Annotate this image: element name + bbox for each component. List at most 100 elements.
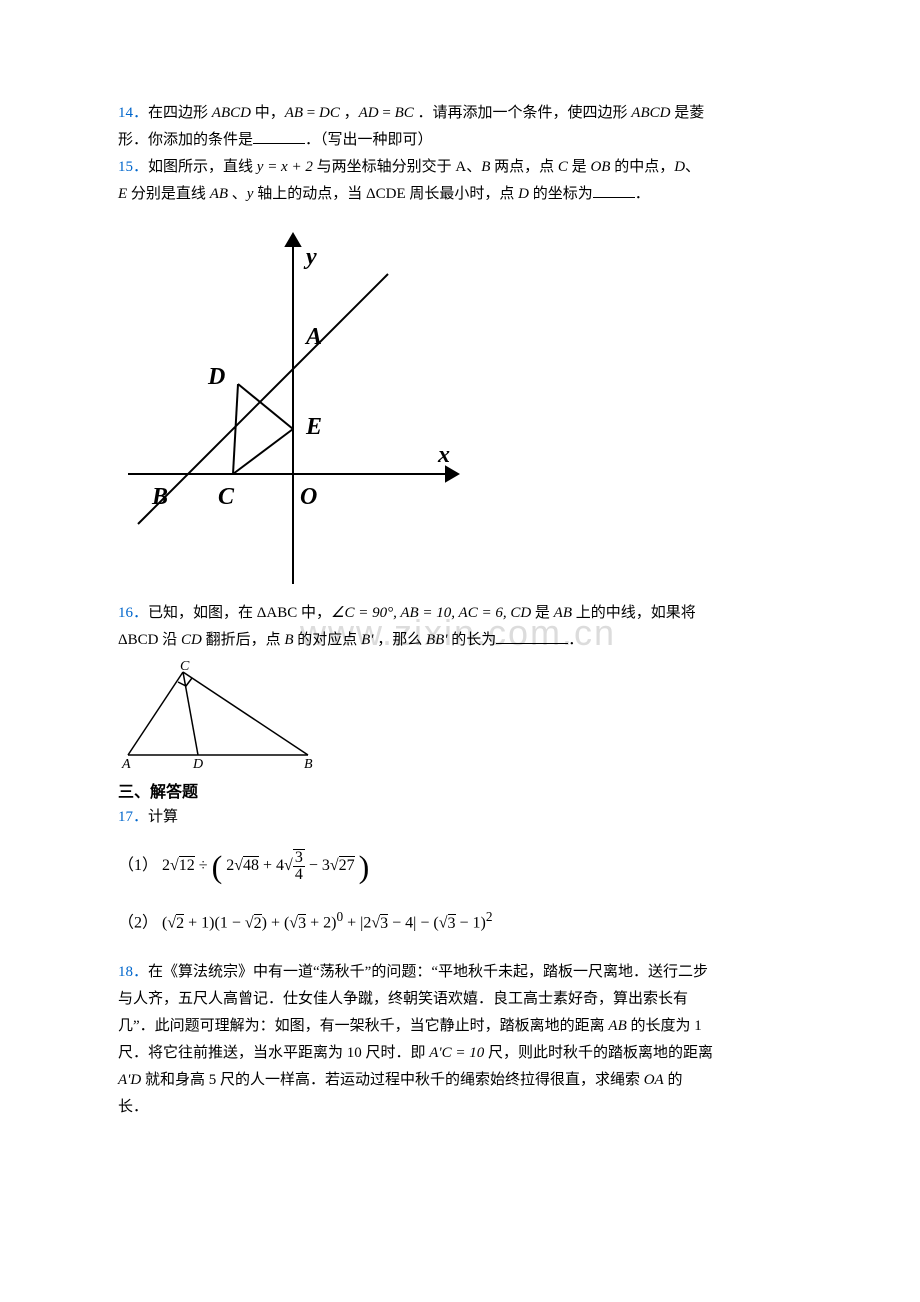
q15-period: ． [635,186,650,202]
fig16-C: C [180,660,190,674]
q15-dunB: 、 [466,159,481,175]
q16-AB: AB [554,605,572,621]
q16-l2b: 沿 [159,632,182,648]
fig15-A: A [304,324,322,350]
q17-title: 计算 [148,809,178,825]
q14-l2b: ．（写出一种即可） [305,132,433,148]
q16-blank [496,630,568,645]
q17-p1-r48: 48 [243,856,259,874]
q17-part2: （2） (√2 + 1)(1 − √2) + (√3 + 2)0 + |2√3 … [118,901,802,943]
q16-CD: CD [181,632,202,648]
q17-p2-t3: 2 [254,914,262,932]
q15-D: D [674,159,685,175]
q16-Bp: B' [361,632,373,648]
q14-t4: ．请再添加一个条件，使四边形 [414,105,632,121]
q17-p2-l1: 3 [448,914,456,932]
q14-number: 14． [118,105,148,121]
q14-t3: ， [340,105,359,121]
q15-E: E [118,186,127,202]
q17-p2-t4: 3 [298,914,306,932]
q15-eq: y = x + 2 [257,159,313,175]
q18-line2: 与人齐，五尺人高曾记．仕女佳人争蹴，终朝笑语欢嬉．良工高士素好奇，算出索长有 [118,986,802,1013]
q18-l5c: 的 [664,1072,683,1088]
q16-l2a: ΔBCD [118,632,159,648]
q14-abcd2: ABCD [631,105,670,121]
q16-period: ． [568,632,583,648]
q14-t5: 是菱 [670,105,704,121]
q18-AB: AB [608,1018,626,1034]
q14-eq1l: AB [285,105,303,121]
q17-p1-b: 2 [226,857,234,874]
q17-p1-minus: − 3 [305,857,330,874]
q17-p1-div: ÷ [199,857,212,874]
q18-l3b: 的长度为 1 [627,1018,702,1034]
q15-OB: OB [590,159,610,175]
q16-l2f: 的长为 [448,632,497,648]
q15-l2b: 分别是直线 [127,186,210,202]
q15-l2d: 轴上的动点，当 [253,186,366,202]
q18-line5: A'D 就和身高 5 尺的人一样高．若运动过程中秋千的绳索始终拉得很直，求绳索 … [118,1067,802,1094]
q16-t3: 是 [531,605,554,621]
q18-l4a: 尺．将它往前推送，当水平距离为 10 尺时．即 [118,1045,429,1061]
q15-number: 15． [118,159,148,175]
q18-l5b: 就和身高 5 尺的人一样高．若运动过程中秋千的绳索始终拉得很直，求绳索 [141,1072,644,1088]
q15-C: C [558,159,568,175]
q16-tri: ΔABC [257,605,298,621]
q15-t2: 与两坐标轴分别交于 [313,159,456,175]
q14-text: 在四边形 [148,105,212,121]
q15-D2: D [518,186,529,202]
q18-l4b: 尺，则此时秋千的踏板离地的距离 [484,1045,713,1061]
q17-header: 17．计算 [118,804,802,831]
q15-line2: E 分别是直线 AB 、y 轴上的动点，当 ΔCDE 周长最小时，点 D 的坐标… [118,181,802,208]
q18-ApC: A'C = 10 [429,1045,484,1061]
q16-BBp: BB' [426,632,448,648]
q15-t3: 两点，点 [490,159,558,175]
fig15-x: x [437,442,450,468]
q14-eq1e: = [303,105,319,121]
q14-abcd: ABCD [212,105,251,121]
fig15-C: C [218,484,235,510]
q17-p2-a2: 3 [380,914,388,932]
q16-l2d: 的对应点 [294,632,362,648]
q17-p1-r12: 12 [179,856,195,874]
q15-AB: AB [210,186,228,202]
q17-p2-t1: 2 [176,914,184,932]
q16-line2: ΔBCD 沿 CD 翻折后，点 B 的对应点 B' ，那么 BB' 的长为． [118,627,802,654]
q18-line4: 尺．将它往前推送，当水平距离为 10 尺时．即 A'C = 10 尺，则此时秋千… [118,1040,802,1067]
q15-l2f: 的坐标为 [529,186,593,202]
q16-B: B [284,632,293,648]
q18-ApD: A'D [118,1072,141,1088]
q18-number: 18． [118,964,148,980]
q17-p2-t2: 1 [201,915,209,932]
q17-p1-r27: 27 [339,856,355,874]
q16-number: 16． [118,605,148,621]
q14-l2a: 形．你添加的条件是 [118,132,253,148]
fig15-B: B [151,484,168,510]
fig15-y: y [303,244,317,270]
fig16-B: B [304,757,313,770]
q18-l1: 在《算法统宗》中有一道“荡秋千”的问题：“平地秋千未起，踏板一尺离地．送行二步 [148,964,708,980]
q15-l2e: 周长最小时，点 [406,186,519,202]
q14-eq2r: BC [395,105,414,121]
q18-line6: 长． [118,1094,802,1121]
q17-p2-t5: 2 [323,915,331,932]
q15-tri: ΔCDE [366,186,406,202]
q17-p1-label: （1） [118,857,158,874]
q15-dun: 、 [685,159,700,175]
q15-t1: 如图所示，直线 [148,159,257,175]
q17-p2-a1: 2 [363,915,371,932]
q14-eq2l: AD [359,105,379,121]
q16-t2: 中， [297,605,331,621]
q16-l2e: ，那么 [373,632,426,648]
q17-p2-label: （2） [118,915,158,932]
q17-number: 17． [118,809,148,825]
q14-eq1r: DC [319,105,340,121]
q14-line2: 形．你添加的条件是 ．（写出一种即可） [118,127,802,154]
q14-line1: 14．在四边形 ABCD 中，AB = DC ，AD = BC ．请再添加一个条… [118,100,802,127]
q15-t4: 是 [568,159,591,175]
q17-p2-a3: 4 [405,915,413,932]
q17-p1-a: 2 [162,857,170,874]
q15-line1: 15．如图所示，直线 y = x + 2 与两坐标轴分别交于 A、B 两点，点 … [118,154,802,181]
q14-t2: 中， [251,105,285,121]
fig16-D: D [192,757,203,770]
